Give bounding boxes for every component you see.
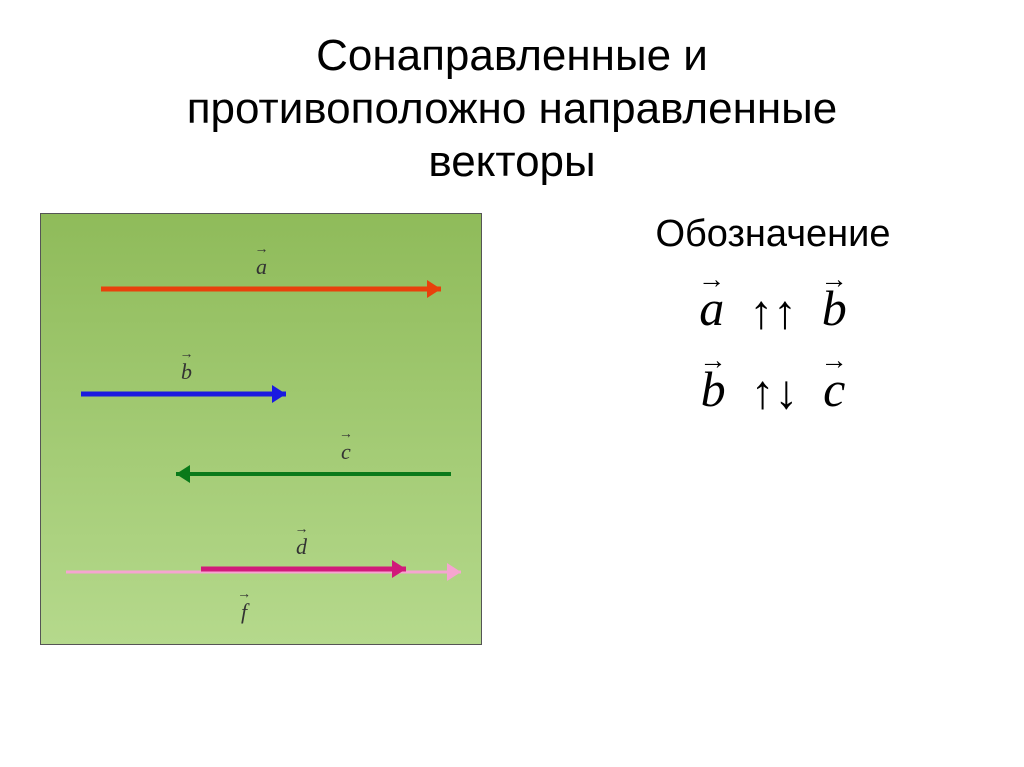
title-line-2: противоположно направленные (187, 84, 838, 133)
vector-label-a: →a (256, 254, 267, 280)
notation-panel: Обозначение a ↑↑ b b ↑↓ c (522, 213, 1024, 645)
content-area: →a→b→c→d→f Обозначение a ↑↑ b b ↑↓ c (0, 213, 1024, 645)
vector-label-f: →f (241, 599, 247, 625)
formula-opposite: b ↑↓ c (522, 357, 1024, 425)
up-arrow-icon: ↑ (749, 283, 773, 345)
up-arrow-icon: ↑ (773, 283, 797, 345)
vector-symbol-b: b (701, 357, 726, 422)
vector-label-d: →d (296, 534, 307, 560)
vector-label-c: →c (341, 439, 351, 465)
vector-symbol-b: b (822, 276, 847, 341)
vector-label-b: →b (181, 359, 192, 385)
notation-title: Обозначение (522, 213, 1024, 256)
formula-codirectional: a ↑↑ b (522, 276, 1024, 344)
title-line-1: Сонаправленные и (316, 31, 708, 80)
title-line-3: векторы (428, 137, 595, 186)
up-arrow-icon: ↑ (751, 363, 775, 425)
vector-symbol-c: c (823, 357, 845, 422)
slide-title: Сонаправленные и противоположно направле… (0, 0, 1024, 188)
vector-diagram: →a →b →c →d →f (40, 213, 482, 645)
vector-symbol-a: a (699, 276, 724, 341)
down-arrow-icon: ↓ (774, 363, 798, 425)
